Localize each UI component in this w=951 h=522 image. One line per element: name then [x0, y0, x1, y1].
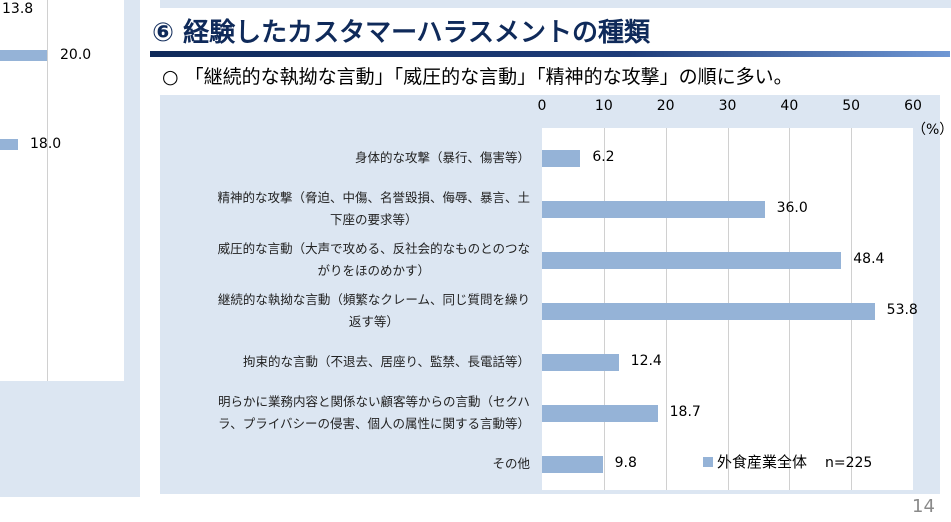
category-label: 威圧的な言動（大声で攻める、反社会的なものとのつな がりをほのめかす）	[218, 238, 530, 282]
category-label: その他	[492, 453, 530, 475]
category-label-line: 明らかに業務内容と関係ない顧客等からの言動（セクハ	[218, 394, 530, 409]
bar	[0, 139, 18, 150]
x-tick-label: 0	[537, 98, 547, 114]
slide-subtitle: ○ 「継続的な執拗な言動」「威圧的な言動」「精神的な攻撃」の順に多い。	[162, 66, 793, 88]
category-label: 精神的な攻撃（脅迫、中傷、名誉毀損、侮辱、暴言、土 下座の要求等）	[217, 187, 530, 231]
x-tick-label: 40	[780, 98, 799, 114]
data-label: 20.0	[60, 47, 92, 63]
bar	[542, 405, 658, 422]
data-label: 36.0	[776, 200, 808, 216]
title-underline	[150, 51, 950, 57]
category-label-line: ラ、プライバシーの侵害、個人の属性に関する言動等）	[217, 416, 530, 431]
data-label: 48.4	[853, 251, 885, 267]
category-label-line: 威圧的な言動（大声で攻める、反社会的なものとのつな	[217, 241, 530, 256]
data-label: 18.0	[30, 136, 62, 152]
category-label: 継続的な執拗な言動（頻繁なクレーム、同じ質問を繰り 返す等）	[218, 289, 530, 333]
category-label: 拘束的な言動（不退去、居座り、監禁、長電話等）	[243, 351, 530, 373]
legend-swatch	[703, 457, 713, 467]
category-label-line: がりをほのめかす）	[317, 263, 431, 278]
data-label: 18.7	[669, 404, 701, 420]
bar	[0, 50, 47, 61]
slide-title: ⑥ 経験したカスタマーハラスメントの種類	[152, 18, 651, 48]
category-label-line: 継続的な執拗な言動（頻繁なクレーム、同じ質問を繰り	[217, 292, 530, 307]
category-label-line: 下座の要求等）	[329, 212, 418, 227]
gridline	[47, 0, 48, 381]
page-number: 14	[912, 496, 935, 517]
data-label: 6.2	[592, 149, 615, 165]
x-tick-label: 50	[842, 98, 861, 114]
data-label: 9.8	[614, 455, 637, 471]
category-label-line: 身体的な攻撃（暴行、傷害等）	[354, 150, 530, 165]
header-strip	[160, 0, 951, 8]
x-tick-label: 20	[656, 98, 675, 114]
axis-unit: （%）	[912, 122, 951, 138]
data-label: 12.4	[630, 353, 662, 369]
bar	[542, 252, 842, 269]
category-label-line: 精神的な攻撃（脅迫、中傷、名誉毀損、侮辱、暴言、土	[217, 190, 530, 205]
sample-size: n=225	[825, 455, 873, 471]
data-label: 53.8	[886, 302, 918, 318]
category-label-line: 拘束的な言動（不退去、居座り、監禁、長電話等）	[242, 354, 530, 369]
x-tick-label: 10	[594, 98, 613, 114]
legend-label: 外食産業全体	[717, 453, 808, 471]
bar	[542, 354, 619, 371]
category-label: 身体的な攻撃（暴行、傷害等）	[355, 147, 530, 169]
previous-chart-plot	[0, 0, 124, 381]
x-tick-label: 60	[904, 98, 922, 114]
bar	[542, 456, 603, 473]
bar	[542, 201, 765, 218]
data-label: 13.8	[2, 1, 34, 17]
x-tick-label: 30	[718, 98, 737, 114]
category-label-line: 返す等）	[348, 314, 399, 329]
category-label-line: その他	[492, 456, 530, 471]
bar	[542, 303, 875, 320]
category-label: 明らかに業務内容と関係ない顧客等からの言動（セクハ ラ、プライバシーの侵害、個人の…	[218, 391, 530, 435]
legend: 外食産業全体 n=225	[703, 451, 872, 472]
bar	[542, 150, 581, 167]
